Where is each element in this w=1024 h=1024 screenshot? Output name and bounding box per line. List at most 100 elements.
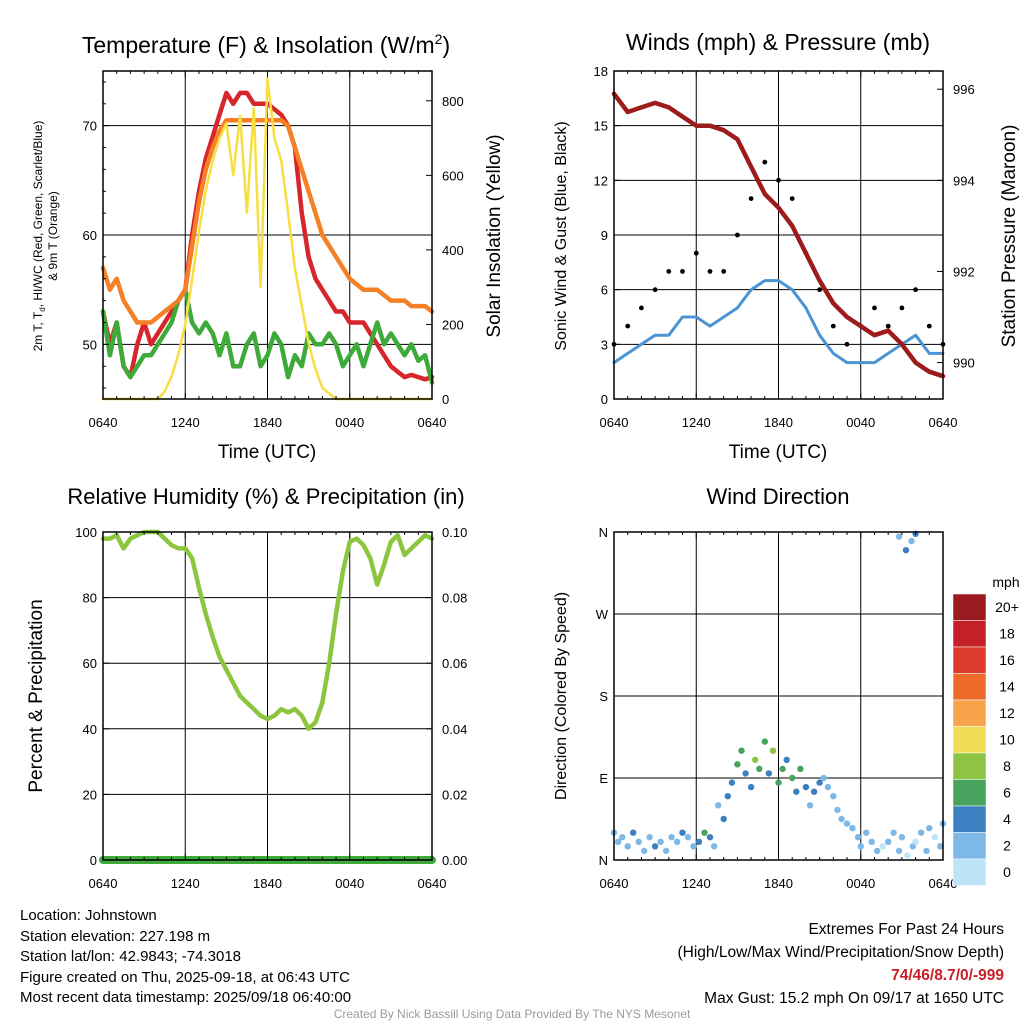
- direction-point: [657, 838, 664, 845]
- direction-point: [695, 838, 703, 845]
- colorbar-swatch: [952, 673, 987, 701]
- x-tick-label: 1240: [171, 876, 200, 891]
- y2-tick-label: 400: [442, 243, 464, 258]
- extremes-title: Extremes For Past 24 Hours: [808, 921, 1004, 938]
- y-tick-label: 12: [594, 173, 608, 188]
- max-gust: Max Gust: 15.2 mph On 09/17 at 1650 UTC: [704, 990, 1004, 1007]
- humidity-grid: [103, 532, 432, 860]
- direction-point: [614, 838, 622, 845]
- wind-direction-panel-title: Wind Direction: [706, 484, 849, 509]
- direction-point: [775, 779, 782, 786]
- direction-point: [738, 747, 745, 754]
- x-tick-label: 1840: [764, 876, 793, 891]
- direction-point: [843, 820, 851, 827]
- winds-axes: 0640 1240 1840 0040 0640 0 3 6 9 12 15 18 990 992 994 9…: [594, 64, 975, 430]
- direction-point: [679, 829, 686, 836]
- y2-tick-label: 0: [442, 392, 449, 407]
- pressure-y-axis-label: Station Pressure (Maroon): [999, 125, 1020, 348]
- series-line-9m-t: [100, 117, 435, 325]
- colorbar-label: 0: [1003, 864, 1011, 880]
- y2-tick-label: 200: [442, 317, 464, 332]
- direction-point: [662, 847, 670, 855]
- direction-point: [769, 747, 777, 754]
- gust-point: [913, 287, 918, 293]
- y-tick-label: E: [599, 771, 608, 786]
- winds-panel: Winds (mph) & Pressure (mb) 0640 1240 1840…: [553, 29, 1020, 463]
- series-line-td: [100, 287, 435, 385]
- direction-point: [734, 761, 741, 768]
- colorbar-swatch: [952, 832, 987, 860]
- gust-point: [844, 341, 850, 347]
- direction-point: [898, 834, 906, 841]
- temperature-panel-title: Temperature (F) & Insolation (W/m2): [82, 31, 450, 58]
- colorbar-swatch: [952, 646, 987, 674]
- extremes-legend: (High/Low/Max Wind/Precipitation/Snow De…: [677, 944, 1005, 961]
- direction-point: [816, 779, 823, 786]
- temperature-series: [100, 77, 435, 401]
- gust-point: [885, 323, 891, 329]
- temperature-y-axis-label-line1: 2m T, Td, HI/WC (Red, Green, Scarlet/Blu…: [31, 121, 47, 352]
- y-tick-label: 40: [83, 722, 97, 737]
- plot-frame: [102, 531, 433, 861]
- y2-tick-label: 0.00: [442, 853, 467, 868]
- x-tick-label: 1240: [171, 415, 200, 430]
- direction-point: [902, 547, 910, 554]
- colorbar-label: 4: [1003, 811, 1011, 827]
- y-tick-label: 15: [594, 119, 608, 134]
- colorbar-label: 16: [999, 652, 1015, 668]
- direction-point: [890, 829, 897, 836]
- temperature-y-axis-label-line2: & 9m T (Orange): [46, 191, 60, 281]
- x-tick-label: 0640: [600, 876, 629, 891]
- direction-point: [854, 834, 862, 841]
- x-tick-label: 1840: [253, 876, 282, 891]
- colorbar-swatch: [952, 752, 987, 780]
- winds-series: [611, 91, 946, 379]
- series-line-solar-insolation: [101, 77, 434, 401]
- colorbar-title: mph: [992, 574, 1019, 590]
- direction-point: [802, 783, 810, 791]
- direction-point: [895, 533, 903, 540]
- direction-point: [630, 829, 637, 836]
- gust-point: [817, 287, 822, 293]
- speed-colorbar: 20+ 18 16 14 12 10 8 6 4 2 0: [952, 593, 1019, 886]
- x-tick-label: 0040: [846, 876, 875, 891]
- gust-point: [762, 159, 768, 165]
- credit-line: Created By Nick Bassill Using Data Provi…: [333, 1007, 691, 1021]
- x-tick-label: 0640: [89, 876, 118, 891]
- colorbar-label: 12: [999, 705, 1015, 721]
- direction-point: [895, 847, 903, 855]
- direction-point: [904, 852, 911, 859]
- direction-point: [810, 788, 818, 795]
- y-tick-label: 0: [601, 392, 608, 407]
- y2-tick-label: 600: [442, 168, 464, 183]
- y-tick-label: 6: [601, 283, 608, 298]
- gust-point: [899, 305, 905, 311]
- wind-direction-series: [610, 530, 947, 859]
- direction-point: [908, 537, 915, 545]
- colorbar-label: 10: [999, 732, 1015, 748]
- gust-point: [776, 177, 781, 183]
- direction-point: [651, 843, 659, 850]
- colorbar-swatch: [952, 858, 987, 886]
- y-tick-label: N: [599, 525, 608, 540]
- figure-created: Figure created on Thu, 2025-09-18, at 06…: [20, 968, 350, 986]
- gust-point: [666, 269, 672, 274]
- direction-point: [874, 847, 881, 855]
- direction-point: [742, 770, 749, 777]
- y-tick-label: 100: [75, 525, 97, 540]
- direction-point: [646, 834, 653, 841]
- gust-point: [872, 305, 877, 311]
- direction-point: [701, 829, 708, 836]
- direction-point: [668, 834, 675, 841]
- direction-point: [849, 824, 856, 832]
- direction-point: [684, 834, 692, 841]
- gust-point: [625, 323, 631, 329]
- direction-point: [635, 838, 642, 845]
- direction-point: [706, 834, 714, 841]
- direction-point: [926, 824, 933, 832]
- direction-point: [756, 765, 763, 773]
- series-line-station-pressure: [611, 91, 946, 379]
- wind-direction-y-axis-label: Direction (Colored By Speed): [553, 592, 570, 800]
- station-latlon: Station lat/lon: 42.9843; -74.3018: [20, 948, 242, 965]
- gust-point: [830, 323, 836, 329]
